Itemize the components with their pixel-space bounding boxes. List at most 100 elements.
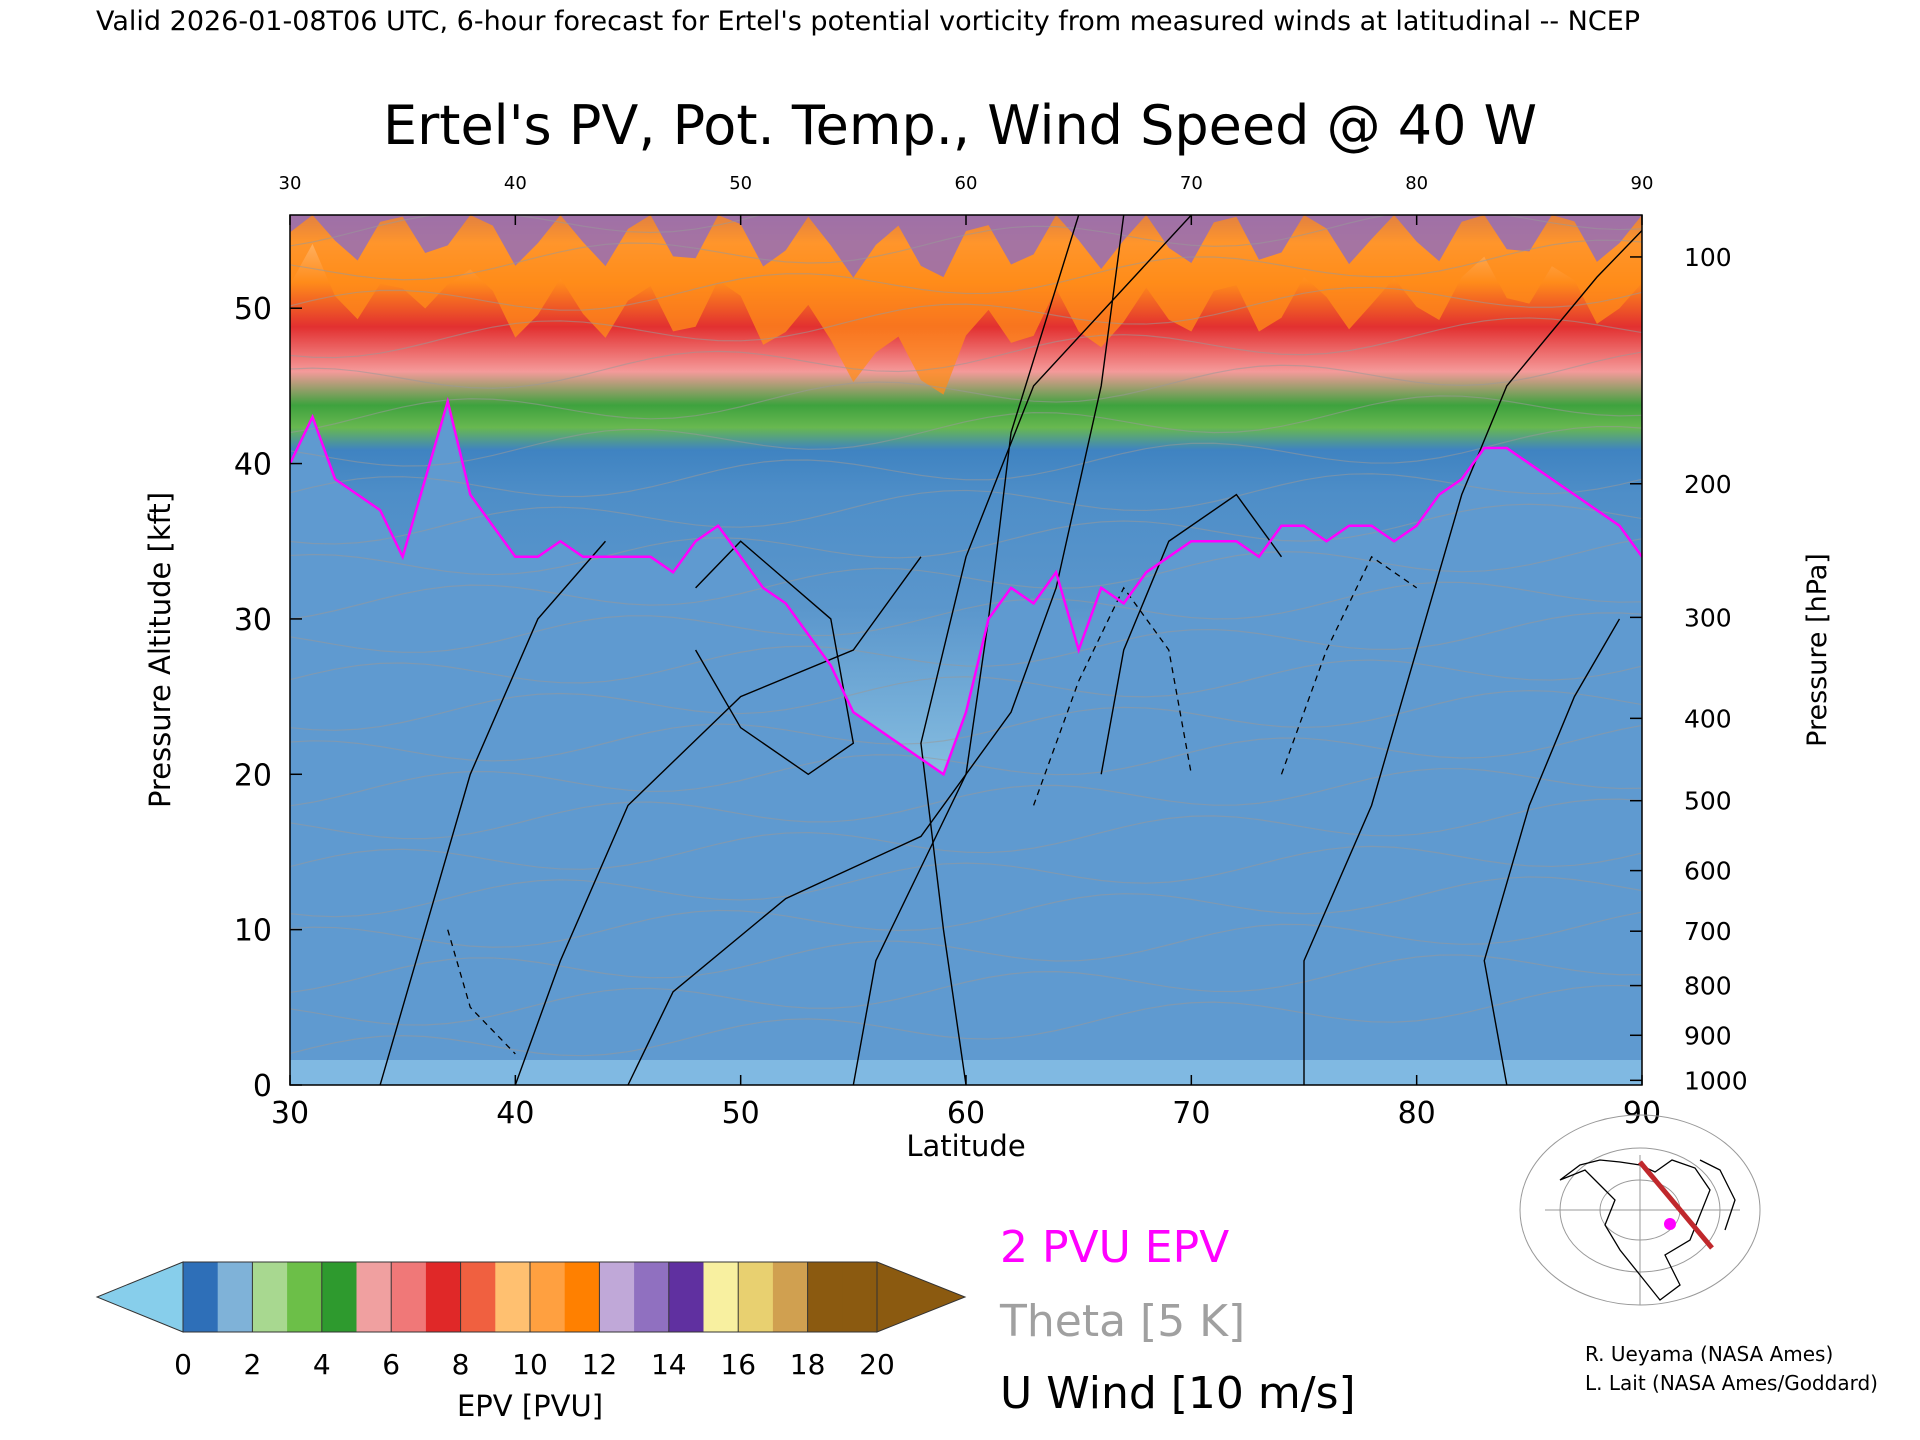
wind-contour	[1100, 493, 1283, 775]
colorbar-segment	[634, 1262, 670, 1332]
colorbar-segment	[391, 1262, 427, 1332]
map-cross-section-track	[1638, 1160, 1714, 1250]
map-coastline	[1559, 1159, 1711, 1301]
theta-contour	[290, 984, 1642, 1057]
x-tick-top-label: 50	[729, 173, 752, 194]
wind-contours	[379, 215, 1642, 1085]
theta-contour	[290, 768, 1642, 840]
wind-contour	[514, 556, 922, 1085]
credit-line-2: L. Lait (NASA Ames/Goddard)	[1585, 1371, 1878, 1395]
y-tick-label: 30	[234, 603, 272, 638]
colorbar-tick-label: 20	[859, 1348, 895, 1381]
theta-contour	[290, 538, 1642, 620]
x-tick-label: 30	[271, 1096, 309, 1131]
wind-contour	[379, 540, 606, 1085]
colorbar-tick-label: 2	[243, 1348, 261, 1381]
colorbar-underflow	[95, 1261, 184, 1333]
colorbar-segment	[842, 1262, 878, 1332]
colorbar-segment	[183, 1262, 219, 1332]
header-text: Valid 2026-01-08T06 UTC, 6-hour forecast…	[96, 6, 1640, 37]
theta-contours	[290, 215, 1642, 1057]
wind-contour-negative	[1032, 586, 1192, 806]
x-tick-label: 70	[1172, 1096, 1210, 1131]
y-axis-right: 100 200 300 400 500 600 700 800 900 1000	[1630, 243, 1748, 1095]
epv-high-band	[290, 215, 1642, 395]
wind-contour	[852, 215, 1080, 1085]
pressure-tick-label: 900	[1684, 1021, 1732, 1050]
inset-map	[1519, 1114, 1761, 1310]
x-tick-label: 90	[1623, 1096, 1661, 1131]
x-axis-label: Latitude	[906, 1129, 1025, 1163]
theta-contour	[290, 351, 1642, 434]
wind-contour-negative	[447, 929, 516, 1055]
x-tick-label: 40	[496, 1096, 534, 1131]
legend-wind: U Wind [10 m/s]	[1000, 1368, 1356, 1419]
colorbar-segment	[599, 1262, 635, 1332]
pressure-tick-label: 800	[1684, 972, 1732, 1001]
map-coastline	[1699, 1159, 1736, 1231]
colorbar-segment	[425, 1262, 462, 1332]
y-axis-left: 0 10 20 30 40 50	[234, 292, 302, 1104]
colorbar-segment	[668, 1262, 704, 1332]
x-tick-top-label: 90	[1631, 173, 1654, 194]
x-tick-label: 50	[722, 1096, 760, 1131]
x-tick-top-label: 80	[1405, 173, 1428, 194]
y-axis-label: Pressure Altitude [kft]	[143, 492, 177, 808]
pressure-tick-label: 600	[1684, 857, 1732, 886]
pressure-tick-label: 400	[1684, 704, 1732, 733]
plot-area	[289, 214, 1643, 1086]
map-location-marker	[1664, 1218, 1676, 1230]
colorbar-segment	[287, 1262, 323, 1332]
colorbar-segment	[772, 1262, 809, 1332]
theta-contour	[290, 473, 1642, 545]
colorbar-overflow	[876, 1261, 967, 1333]
colorbar-tick-label: 4	[313, 1348, 331, 1381]
y-tick-label: 20	[234, 758, 272, 793]
y-tick-label: 10	[234, 914, 272, 949]
colorbar-tick-label: 0	[174, 1348, 192, 1381]
x-tick-label: 60	[947, 1096, 985, 1131]
colorbar-segment	[807, 1262, 843, 1332]
colorbar-segment	[321, 1262, 357, 1332]
theta-contour	[290, 286, 1642, 359]
x-axis-bottom: 30 40 50 60 70 80 90	[271, 1075, 1661, 1131]
wind-contour	[694, 540, 855, 776]
colorbar-segment	[738, 1262, 774, 1332]
x-tick-top-label: 60	[955, 173, 978, 194]
colorbar-segment	[217, 1262, 253, 1332]
epv-top-band	[290, 215, 1642, 278]
pressure-tick-label: 1000	[1684, 1066, 1748, 1095]
legend-theta: Theta [5 K]	[999, 1296, 1245, 1347]
theta-contour	[290, 239, 1642, 311]
colorbar-tick-label: 16	[720, 1348, 756, 1381]
colorbar-segment	[252, 1262, 288, 1332]
pressure-tick-label: 700	[1684, 917, 1732, 946]
theta-contour	[290, 724, 1642, 807]
theta-contour	[290, 395, 1642, 467]
theta-contour	[290, 215, 1642, 281]
x-axis-top: 30 40 50 60 70 80 90	[279, 173, 1654, 225]
colorbar-tick-label: 14	[651, 1348, 687, 1381]
y-tick-label: 40	[234, 448, 272, 483]
pressure-tick-label: 300	[1684, 603, 1732, 632]
legend-epv: 2 PVU EPV	[1000, 1222, 1229, 1273]
colorbar-tick-label: 18	[790, 1348, 826, 1381]
wind-contour	[1303, 230, 1642, 1085]
theta-contour	[290, 954, 1642, 1026]
chart-title: Ertel's PV, Pot. Temp., Wind Speed @ 40 …	[383, 94, 1537, 157]
x-tick-top-label: 40	[504, 173, 527, 194]
colorbar-tick-label: 10	[512, 1348, 548, 1381]
y-tick-label: 0	[253, 1069, 272, 1104]
y-axis-right-label: Pressure [hPa]	[1802, 553, 1833, 747]
theta-contour	[290, 845, 1642, 918]
colorbar-segment	[530, 1262, 566, 1332]
colorbar-segment	[564, 1262, 600, 1332]
wind-contour	[920, 215, 1192, 1085]
theta-contour	[290, 659, 1642, 731]
pressure-tick-label: 200	[1684, 470, 1732, 499]
theta-contour	[290, 911, 1642, 994]
tropopause-2pvu-line	[290, 396, 1642, 777]
colorbar-label: EPV [PVU]	[457, 1389, 603, 1423]
colorbar-tick-label: 6	[382, 1348, 400, 1381]
